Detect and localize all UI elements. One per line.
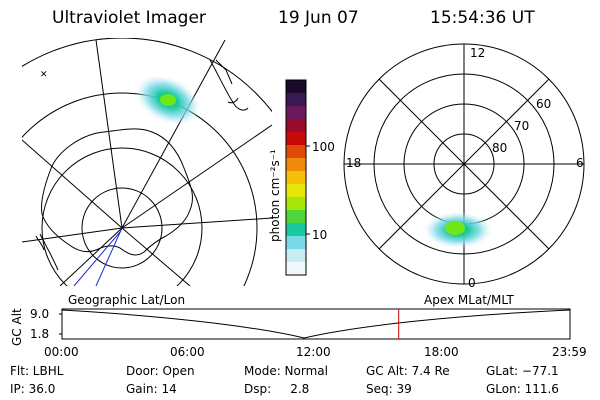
colorbar-segment [286,197,306,211]
altitude-ylabel: GC Alt [10,308,24,346]
instrument-title: Ultraviolet Imager [52,8,206,28]
xtick-0000: 00:00 [44,345,79,359]
xtick-1200: 12:00 [296,345,331,359]
colorbar-segment [286,158,306,172]
colorbar-segment [286,249,306,263]
xtick-1800: 18:00 [424,345,459,359]
colorbar-segment [286,210,306,224]
colorbar-segment [286,223,306,237]
status-mode: Mode: Normal [244,364,328,378]
colorbar-segment [286,132,306,146]
colorbar-segment [286,145,306,159]
colorbar-tick-100: 100 [312,140,335,154]
magnetic-polar-map [343,43,585,285]
status-seq: Seq: 39 [366,382,412,396]
altitude-plot [59,308,571,340]
colorbar-frame [285,79,307,276]
status-flt: Flt: LBHL [10,364,64,378]
altitude-ytick-top: 9.0 [30,307,50,321]
geographic-map [22,38,272,286]
xtick-0600: 06:00 [170,345,205,359]
status-gc-alt: GC Alt: 7.4 Re [366,364,450,378]
map-cross-marker: ✕ [40,70,48,80]
status-glat: GLat: −77.1 [486,364,559,378]
colorbar-segment [286,262,306,276]
colorbar [285,79,310,276]
colorbar-segment [286,93,306,107]
mlt-label-18: 18 [346,156,362,170]
colorbar-tick-10: 10 [312,228,328,242]
colorbar-segment [286,171,306,185]
mlt-label-12: 12 [470,46,486,60]
lat-label-70: 70 [514,119,530,133]
xtick-2359: 23:59 [552,345,587,359]
apex-caption: Apex MLat/MLT [424,293,514,307]
lat-label-80: 80 [492,141,508,155]
mlt-label-0: 0 [468,276,476,290]
colorbar-segment [286,80,306,94]
colorbar-unit-label: photon cm⁻²s⁻¹ [268,149,282,242]
status-glon: GLon: 111.6 [486,382,559,396]
time-label: 15:54:36 UT [430,8,535,28]
status-gain: Gain: 14 [126,382,177,396]
status-door: Door: Open [126,364,195,378]
mlt-label-6: 6 [576,156,584,170]
lat-label-60: 60 [536,97,552,111]
status-ip: IP: 36.0 [10,382,56,396]
altitude-ytick-bottom: 1.8 [30,327,50,341]
date-label: 19 Jun 07 [278,8,359,28]
colorbar-segment [286,236,306,250]
status-dsp: Dsp: 2.8 [244,382,310,396]
colorbar-segment [286,184,306,198]
colorbar-segment [286,106,306,120]
colorbar-segment [286,119,306,133]
geographic-caption: Geographic Lat/Lon [68,293,186,307]
